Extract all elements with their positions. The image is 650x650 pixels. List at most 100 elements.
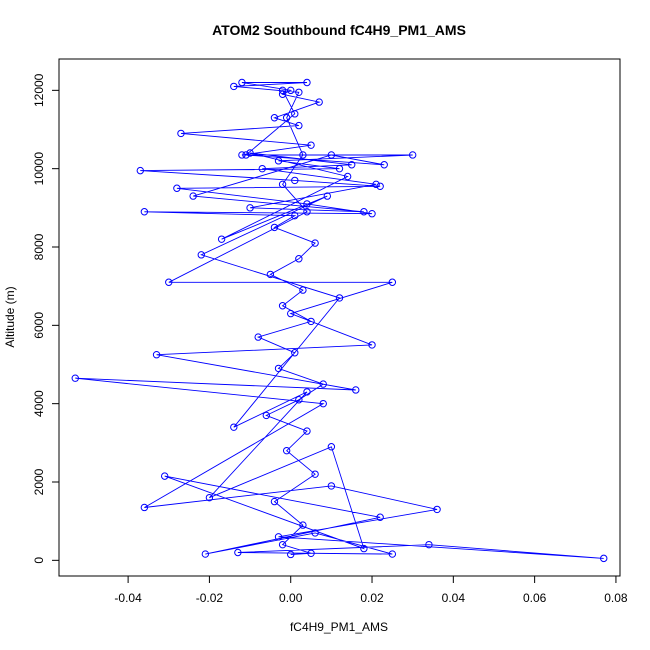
data-point (360, 208, 368, 216)
data-point (307, 317, 315, 326)
data-point (388, 278, 397, 286)
data-point (246, 204, 254, 212)
data-point (197, 251, 205, 259)
data-point (327, 482, 336, 490)
x-tick-label: 0.00 (279, 591, 303, 605)
data-point (140, 208, 149, 216)
x-tick-label: -0.02 (196, 591, 224, 605)
data-point (152, 351, 161, 359)
data-point (291, 176, 299, 185)
data-point (600, 554, 608, 563)
series-line (75, 82, 604, 559)
data-point (303, 427, 311, 435)
data-point (287, 309, 295, 318)
data-point (282, 446, 291, 455)
plot-frame (58, 58, 621, 577)
data-point (303, 208, 311, 216)
data-point (217, 235, 226, 243)
data-point (262, 411, 271, 420)
data-point (160, 472, 169, 480)
data-point (307, 549, 315, 557)
data-point (274, 533, 283, 541)
y-axis: 0 2000 4000 6000 8000 10000 12000 (32, 73, 60, 564)
data-point (282, 114, 291, 122)
data-point (274, 364, 283, 373)
y-tick-label: 2000 (32, 468, 46, 495)
data-point (287, 550, 295, 559)
data-point (380, 161, 388, 169)
data-point (319, 399, 327, 408)
data-point (270, 497, 279, 506)
data-point (136, 166, 145, 175)
data-point (274, 157, 283, 165)
data-point (278, 180, 287, 189)
data-point (230, 82, 238, 91)
series-points (71, 78, 608, 563)
data-point (299, 151, 307, 159)
data-point (165, 278, 173, 286)
data-point (327, 151, 336, 159)
data-point (368, 210, 376, 218)
data-point (254, 333, 262, 341)
x-axis: -0.04 -0.02 0.00 0.02 0.04 0.06 0.08 (114, 575, 628, 605)
data-point (335, 164, 344, 173)
x-tick-label: 0.02 (360, 591, 384, 605)
y-tick-label: 8000 (32, 233, 46, 260)
data-point (376, 513, 384, 521)
data-point (140, 503, 149, 512)
data-point (352, 386, 360, 394)
data-point (388, 550, 397, 558)
data-point (270, 223, 279, 232)
data-point (303, 200, 311, 208)
data-point (242, 151, 250, 159)
data-point (230, 423, 238, 431)
data-point (234, 548, 242, 557)
y-tick-label: 6000 (32, 312, 46, 339)
data-point (311, 239, 319, 247)
x-tick-label: 0.06 (523, 591, 547, 605)
data-point (173, 184, 181, 192)
y-tick-label: 12000 (32, 73, 46, 107)
y-tick-label: 10000 (32, 152, 46, 186)
data-point (205, 493, 214, 502)
data-point (347, 161, 356, 169)
data-point (376, 182, 384, 190)
data-point (303, 78, 311, 87)
data-point (408, 151, 417, 159)
data-point (189, 192, 197, 200)
data-point (335, 294, 344, 302)
y-tick-label: 4000 (32, 390, 46, 417)
data-point (258, 164, 266, 173)
y-tick-label: 0 (32, 557, 46, 564)
data-point (295, 396, 303, 404)
x-axis-label: fC4H9_PM1_AMS (290, 620, 388, 634)
data-point (177, 129, 185, 138)
data-point (71, 374, 79, 382)
data-point (278, 86, 287, 95)
data-point (295, 121, 303, 130)
x-tick-label: 0.08 (604, 591, 628, 605)
data-point (291, 349, 299, 357)
data-point (295, 255, 303, 263)
data-point (433, 505, 441, 514)
data-point (238, 151, 246, 159)
data-point (278, 540, 287, 549)
data-point (295, 88, 303, 96)
data-point (266, 270, 275, 279)
data-point (307, 141, 315, 149)
data-point (270, 114, 279, 122)
data-point (425, 540, 433, 549)
data-point (327, 443, 336, 451)
data-point (291, 211, 299, 220)
data-point (311, 470, 319, 478)
data-point (291, 110, 299, 118)
data-point (303, 388, 311, 396)
data-point (343, 172, 352, 181)
y-axis-label: Altitude (m) (3, 286, 17, 347)
data-point (368, 341, 376, 349)
data-point (315, 98, 323, 106)
data-point (311, 529, 319, 537)
data-point (278, 302, 287, 310)
x-tick-label: -0.04 (114, 591, 142, 605)
